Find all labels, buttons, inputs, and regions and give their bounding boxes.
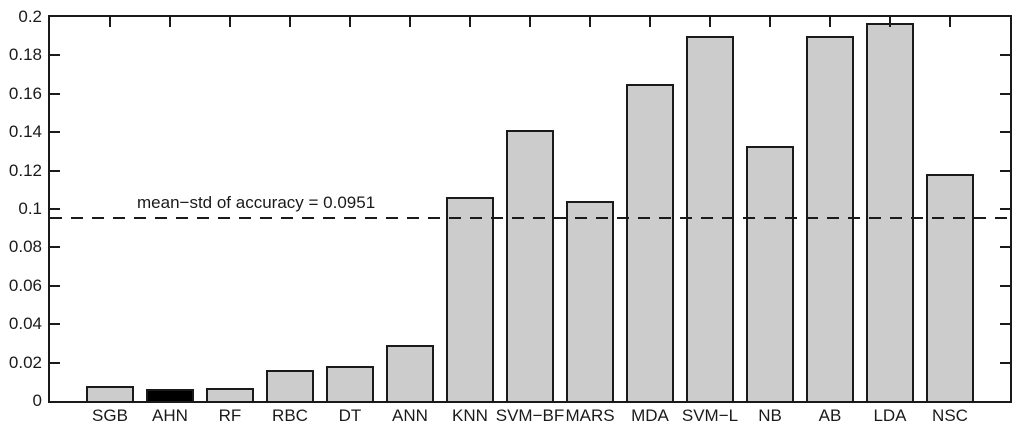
left-tick-mark [50,54,60,57]
x-axis-label-mda: MDA [631,406,669,425]
bar-nsc [926,174,974,401]
right-tick-mark [1000,92,1010,95]
y-axis-tick-label: 0 [32,391,42,410]
y-axis-tick-label: 0.18 [8,45,42,65]
bar-nb [746,145,794,401]
left-tick-mark [50,131,60,134]
x-axis-label-svm−bf: SVM−BF [495,406,565,425]
top-tick-mark [529,17,531,27]
x-axis-label-knn: KNN [452,406,488,425]
top-tick-mark [409,17,411,27]
top-tick-mark [829,17,831,27]
y-axis-tick-label: 0.08 [8,237,42,257]
x-axis-label-mars: MARS [565,406,615,425]
left-tick-mark [50,284,60,287]
top-tick-mark [289,17,291,27]
y-axis-tick-label: 0.02 [8,352,42,372]
bar-lda [866,22,914,401]
top-tick-mark [229,17,231,27]
x-axis-label-ab: AB [818,406,842,425]
bar-rf [206,387,254,401]
bar-ann [386,345,434,401]
x-axis-label-nb: NB [758,406,782,425]
top-tick-mark [769,17,771,27]
left-tick-mark [50,208,60,210]
top-tick-mark [949,17,951,27]
x-axis-label-ahn: AHN [152,406,188,425]
left-tick-mark [50,361,60,364]
left-tick-mark [50,92,60,95]
top-tick-mark [109,17,111,27]
x-axis-label-dt: DT [338,406,362,425]
right-tick-mark [1000,323,1010,326]
top-tick-mark [169,17,171,27]
x-axis-label-rbc: RBC [272,406,308,425]
x-axis-label-nsc: NSC [932,406,968,425]
y-axis-tick-label: 0.14 [8,122,42,142]
top-tick-mark [349,17,351,27]
x-axis-label-rf: RF [218,406,242,425]
right-tick-mark [1000,169,1010,172]
x-axis-label-ann: ANN [392,406,428,425]
top-tick-mark [589,17,591,27]
bar-knn [446,197,494,401]
right-tick-mark [1000,246,1010,249]
right-tick-mark [1000,208,1010,210]
y-axis-tick-label: 0.16 [8,83,42,103]
right-tick-mark [1000,54,1010,57]
bar-mars [566,201,614,401]
y-axis-tick-label: 0.1 [18,199,42,218]
y-axis-tick-label: 0.04 [8,314,42,334]
left-tick-mark [50,323,60,326]
bar-rbc [266,370,314,401]
bar-sgb [86,385,134,401]
bar-ahn [146,389,194,401]
left-tick-mark [50,246,60,249]
bar-svm−bf [506,130,554,401]
bar-dt [326,366,374,401]
right-tick-mark [1000,361,1010,364]
y-axis-tick-label: 0.06 [8,275,42,295]
top-tick-mark [709,17,711,27]
y-axis-tick-label: 0.12 [8,160,42,180]
right-tick-mark [1000,284,1010,287]
x-axis-label-lda: LDA [873,406,907,425]
top-tick-mark [649,17,651,27]
left-tick-mark [50,169,60,172]
top-tick-mark [889,17,891,27]
annotation-label: mean−std of accuracy = 0.0951 [137,193,376,213]
bar-mda [626,84,674,401]
x-axis-label-sgb: SGB [92,406,128,425]
x-axis-label-svm−l: SVM−L [681,406,739,425]
mean-reference-line [50,217,1010,220]
y-axis-tick-label: 0.2 [18,7,42,26]
top-tick-mark [469,17,471,27]
plot-area: mean−std of accuracy = 0.0951 [48,15,1012,403]
right-tick-mark [1000,131,1010,134]
